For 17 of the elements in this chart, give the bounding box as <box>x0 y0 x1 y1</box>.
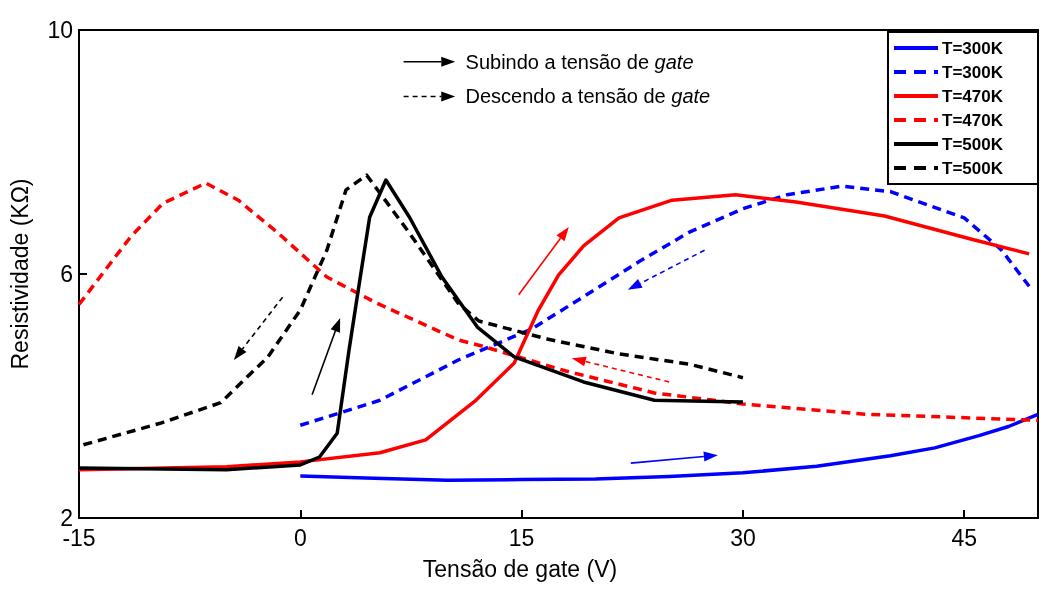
x-tick-label: 30 <box>730 524 756 551</box>
x-axis-title: Tensão de gate (V) <box>421 556 619 583</box>
legend-label: T=300K <box>942 39 1004 58</box>
y-tick-label: 6 <box>60 261 73 287</box>
legend-label: T=500K <box>942 159 1004 178</box>
legend-label: T=500K <box>942 135 1004 154</box>
y-tick-label: 10 <box>47 17 73 43</box>
x-tick-label: 15 <box>508 524 535 551</box>
x-tick-label: 45 <box>951 524 978 551</box>
legend-label: T=470K <box>942 87 1004 106</box>
y-tick-label: 2 <box>60 505 73 531</box>
legend-label: T=470K <box>942 111 1004 130</box>
x-tick-label: 0 <box>293 524 307 551</box>
legend-label: T=300K <box>942 63 1004 82</box>
y-axis-title: Resistividade (KΩ) <box>6 178 33 370</box>
annotation: Subindo a tensão de gate <box>465 50 694 73</box>
annotation: Descendo a tensão de gate <box>465 85 711 108</box>
